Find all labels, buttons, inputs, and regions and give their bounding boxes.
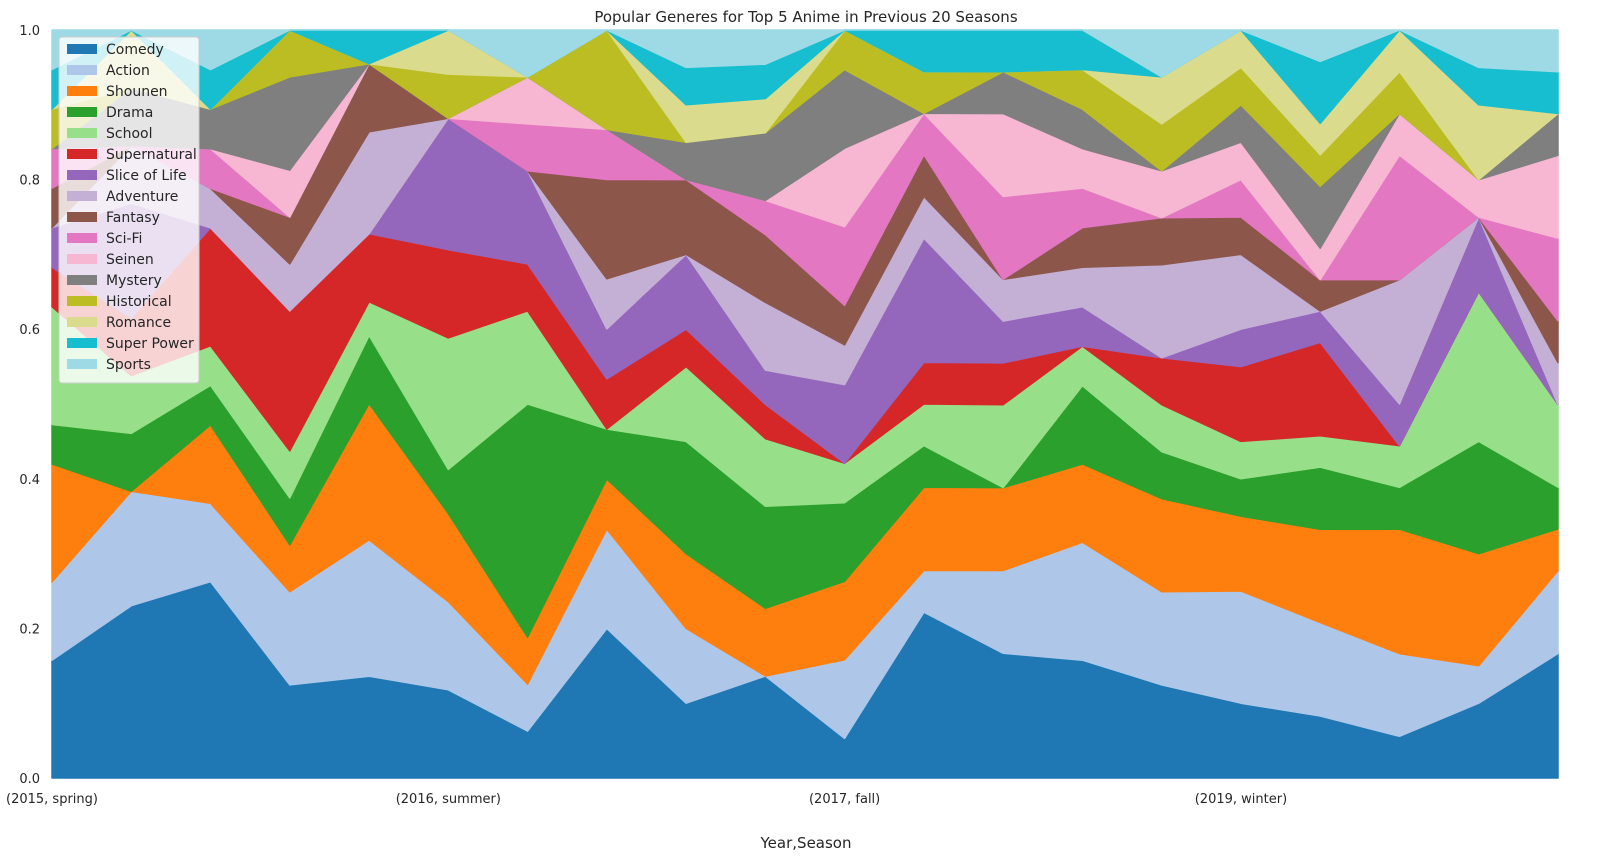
x-axis-label: Year,Season	[760, 834, 852, 852]
y-tick-label: 0.8	[19, 174, 40, 189]
legend-label-mystery: Mystery	[106, 273, 162, 289]
legend-label-comedy: Comedy	[106, 42, 164, 58]
area-layers	[51, 29, 1559, 779]
legend-swatch-historical	[67, 296, 97, 306]
x-tick-label: (2016, summer)	[396, 792, 501, 807]
legend: Comedy Action Shounen Drama School Supernatur…	[58, 36, 200, 384]
legend-label-sports: Sports	[106, 357, 151, 373]
legend-swatch-sci-fi	[67, 233, 97, 243]
legend-label-sci-fi: Sci-Fi	[106, 231, 142, 247]
y-tick-label: 0.2	[19, 622, 40, 637]
y-tick-label: 0.0	[19, 772, 40, 787]
legend-label-fantasy: Fantasy	[106, 210, 160, 226]
legend-label-slice-of-life: Slice of Life	[106, 168, 187, 184]
legend-label-drama: Drama	[106, 105, 153, 121]
legend-label-action: Action	[106, 63, 150, 79]
chart-title: Popular Generes for Top 5 Anime in Previ…	[594, 8, 1017, 26]
y-tick-label: 0.6	[19, 323, 40, 338]
x-tick-label: (2015, spring)	[6, 792, 98, 807]
legend-swatch-comedy	[67, 44, 97, 54]
legend-swatch-shounen	[67, 86, 97, 96]
x-axis: (2015, spring) (2016, summer) (2017, fall)…	[6, 792, 1287, 807]
x-tick-label: (2019, winter)	[1195, 792, 1287, 807]
y-tick-label: 1.0	[19, 24, 40, 39]
legend-swatch-mystery	[67, 275, 97, 285]
y-tick-label: 0.4	[19, 473, 40, 488]
legend-swatch-action	[67, 65, 97, 75]
legend-swatch-fantasy	[67, 212, 97, 222]
legend-label-adventure: Adventure	[106, 189, 178, 205]
legend-swatch-slice-of-life	[67, 170, 97, 180]
legend-label-romance: Romance	[106, 315, 171, 331]
legend-swatch-supernatural	[67, 149, 97, 159]
legend-swatch-adventure	[67, 191, 97, 201]
legend-label-school: School	[106, 126, 152, 142]
area-sports	[51, 29, 1559, 78]
legend-label-super-power: Super Power	[106, 336, 194, 352]
legend-label-historical: Historical	[106, 294, 172, 310]
legend-swatch-super-power	[67, 338, 97, 348]
legend-swatch-drama	[67, 107, 97, 117]
y-axis: 0.0 0.2 0.4 0.6 0.8 1.0	[19, 24, 40, 787]
legend-label-shounen: Shounen	[106, 84, 168, 100]
legend-swatch-romance	[67, 317, 97, 327]
legend-label-seinen: Seinen	[106, 252, 154, 268]
legend-swatch-school	[67, 128, 97, 138]
legend-swatch-seinen	[67, 254, 97, 264]
x-tick-label: (2017, fall)	[809, 792, 880, 807]
legend-label-supernatural: Supernatural	[106, 147, 197, 163]
legend-swatch-sports	[67, 359, 97, 369]
